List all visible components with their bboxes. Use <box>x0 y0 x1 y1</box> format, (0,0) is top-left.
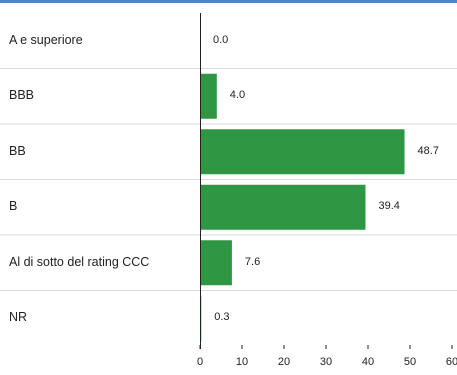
value-label: 0.3 <box>214 311 230 324</box>
category-label: BB <box>9 143 26 158</box>
x-tick-label: 40 <box>361 356 375 368</box>
x-tick-label: 50 <box>403 356 417 368</box>
x-tick-label: 30 <box>319 356 333 368</box>
x-tick-label: 20 <box>277 356 291 368</box>
x-tick-label: 10 <box>235 356 249 368</box>
value-label: 4.0 <box>229 89 246 102</box>
value-label: 39.4 <box>378 200 400 213</box>
bar-1 <box>200 73 217 119</box>
category-label: NR <box>9 310 28 325</box>
category-label: Al di sotto del rating CCC <box>9 254 150 269</box>
x-tick-label: 60 <box>445 356 457 368</box>
category-label: B <box>9 199 18 214</box>
x-tick-label: 0 <box>196 356 204 368</box>
bar-4 <box>200 240 232 286</box>
bar-3 <box>200 184 366 230</box>
value-label: 48.7 <box>417 144 439 157</box>
category-label: A e superiore <box>9 32 83 47</box>
category-label: BBB <box>9 88 35 103</box>
value-label: 0.0 <box>213 33 229 46</box>
bar-2 <box>200 129 405 175</box>
value-label: 7.6 <box>244 255 261 268</box>
